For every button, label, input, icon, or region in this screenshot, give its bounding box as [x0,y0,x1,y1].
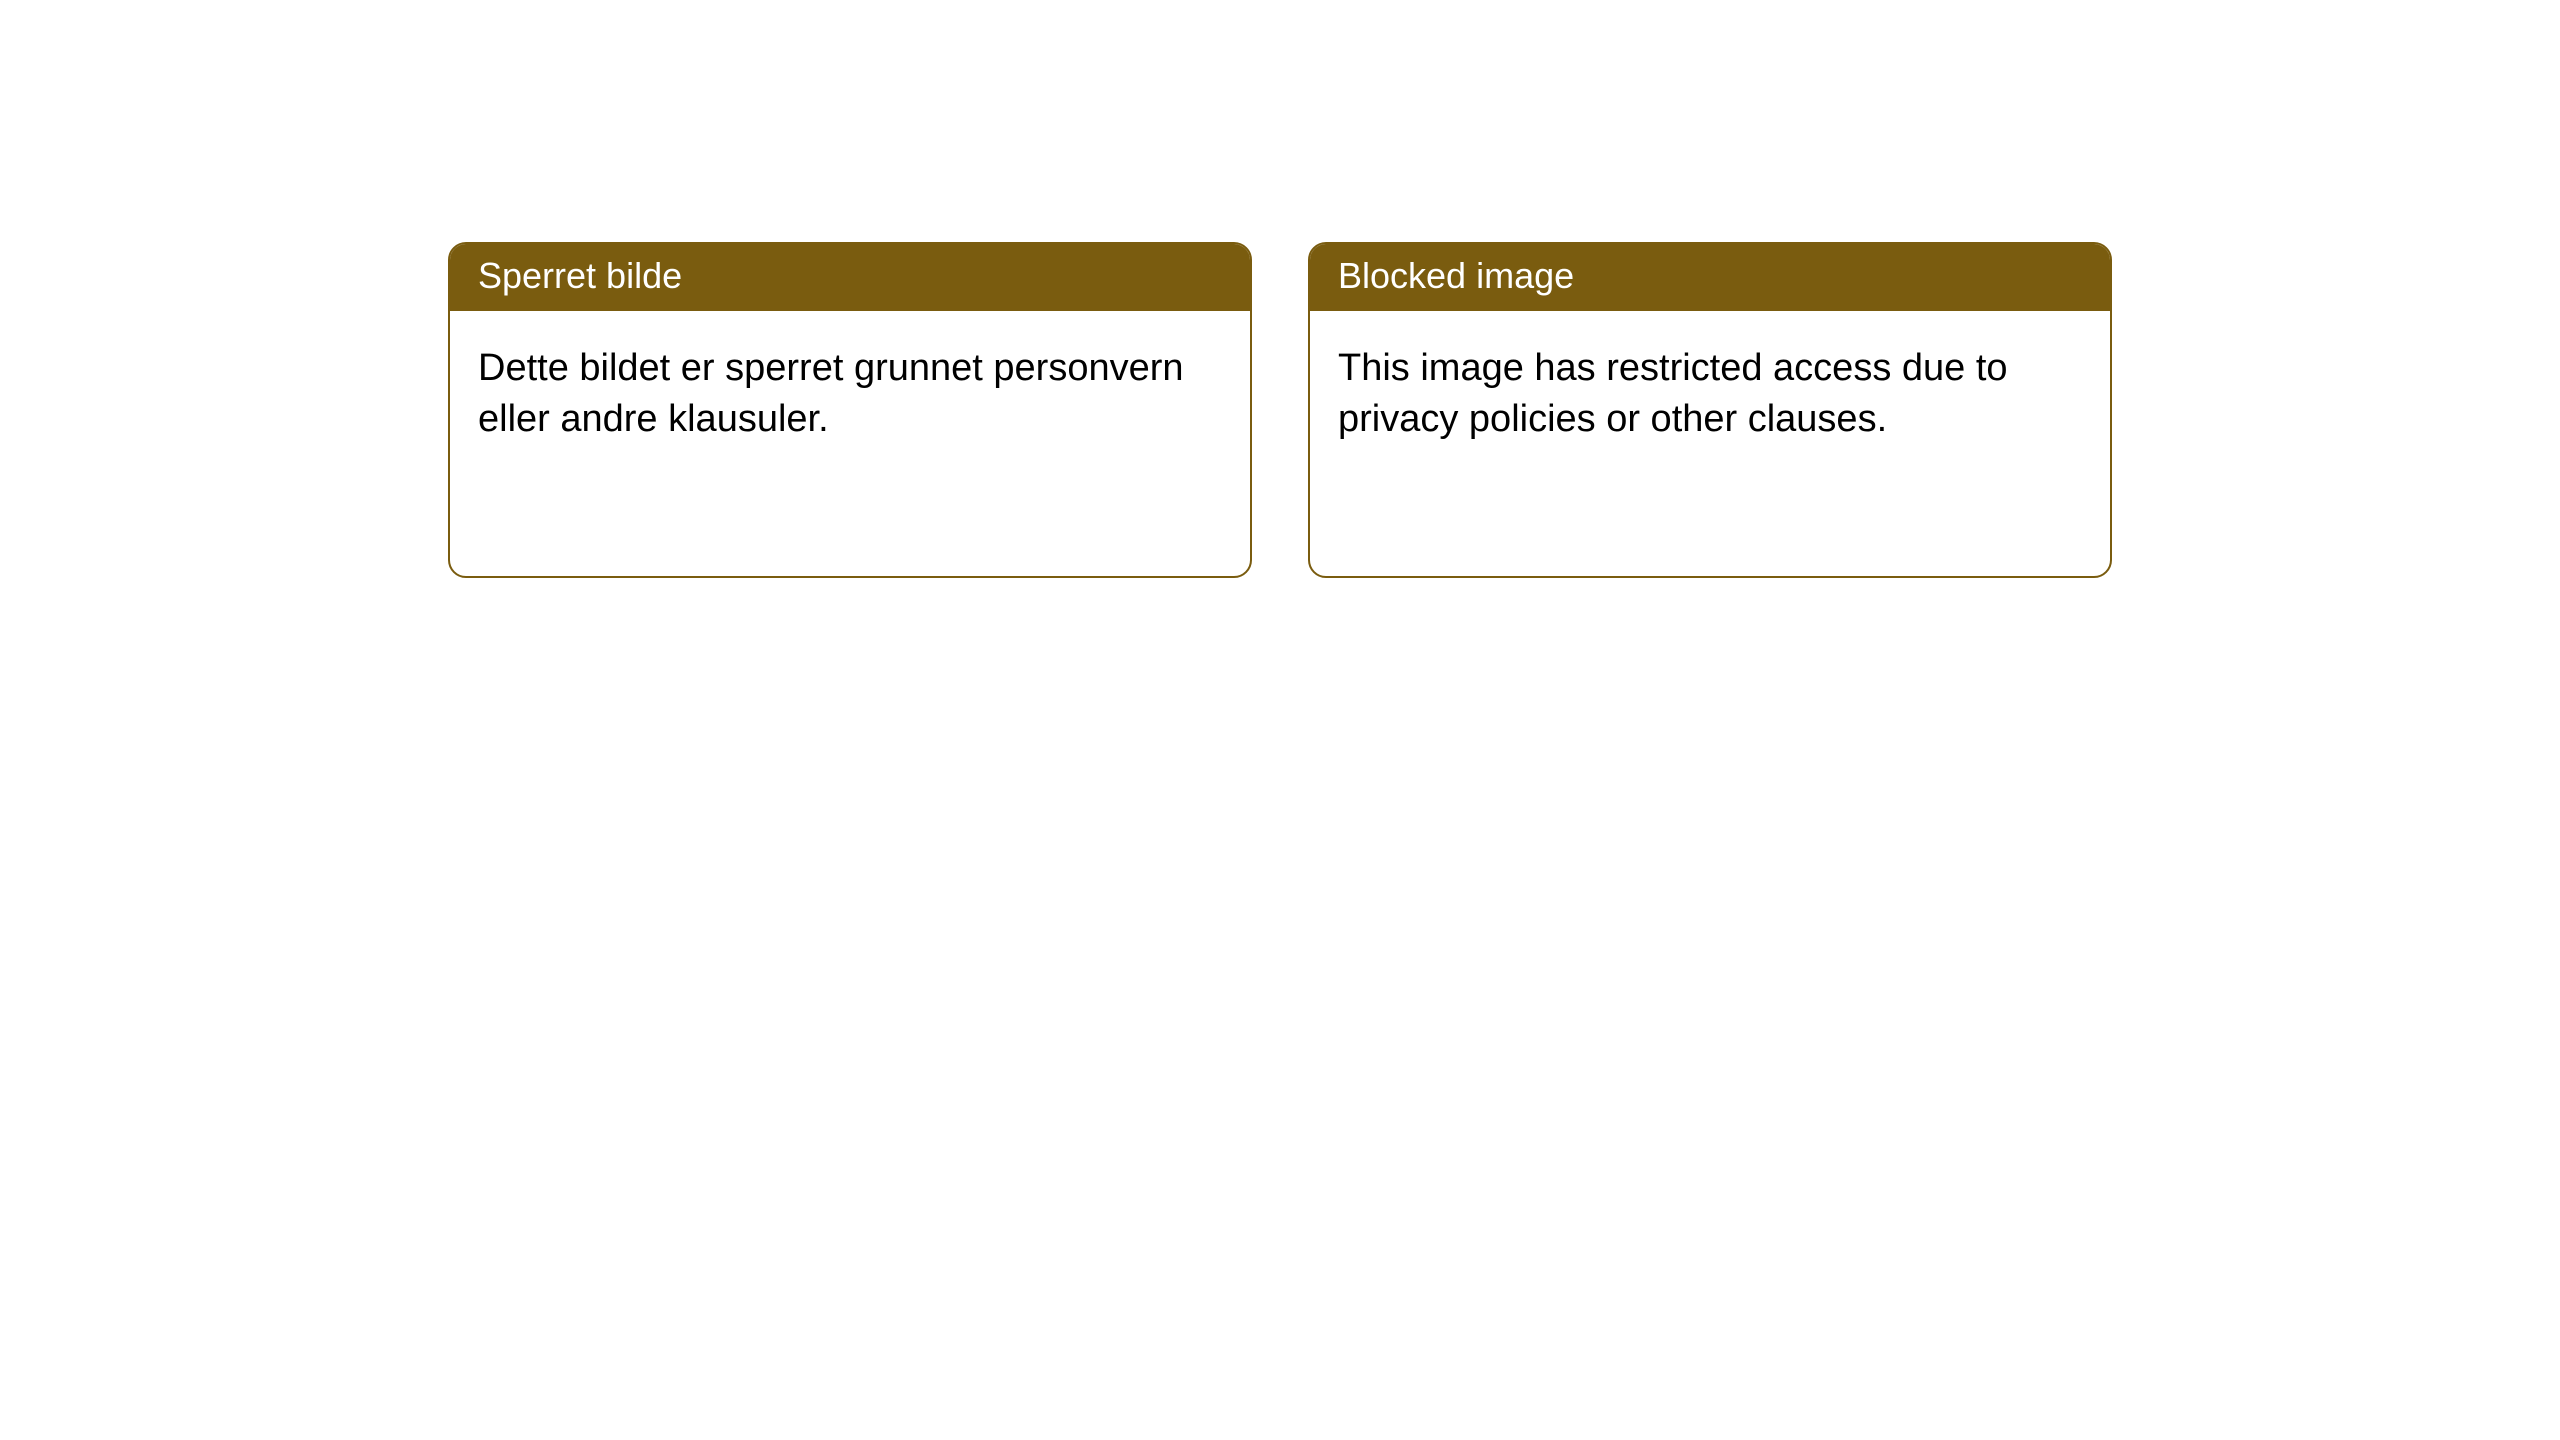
card-title-en: Blocked image [1310,244,2110,311]
blocked-image-card-en: Blocked image This image has restricted … [1308,242,2112,578]
card-body-no: Dette bildet er sperret grunnet personve… [450,311,1250,478]
blocked-image-card-no: Sperret bilde Dette bildet er sperret gr… [448,242,1252,578]
card-title-no: Sperret bilde [450,244,1250,311]
notice-cards-container: Sperret bilde Dette bildet er sperret gr… [0,0,2560,578]
card-body-en: This image has restricted access due to … [1310,311,2110,478]
